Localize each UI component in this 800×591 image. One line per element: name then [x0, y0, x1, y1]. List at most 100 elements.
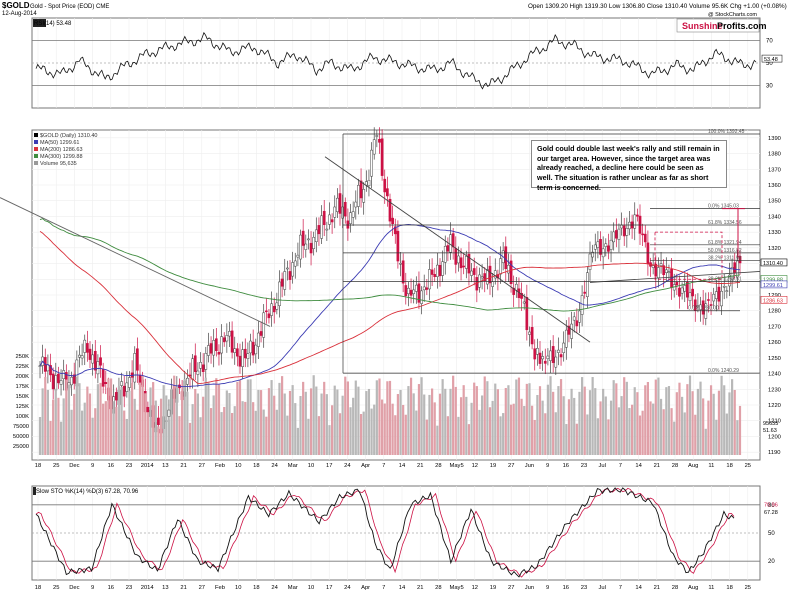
volume-bar: [304, 391, 307, 455]
volume-bar: [249, 379, 252, 455]
volume-bar: [183, 379, 186, 455]
candle-body: [701, 300, 705, 315]
price-tick: 1220: [768, 403, 781, 409]
fib-label: 50.0% 1316.82: [708, 248, 742, 254]
x-tick-label: 17: [326, 585, 332, 591]
price-tick: 1210: [768, 419, 781, 425]
volume-bar: [462, 385, 465, 455]
price-tick: 1240: [768, 372, 781, 378]
candle-body: [375, 135, 379, 137]
candle-body: [699, 304, 702, 310]
candle-body: [633, 214, 637, 229]
price-tick: 1340: [768, 214, 781, 220]
volume-bar: [220, 412, 223, 455]
volume-bar: [665, 387, 668, 455]
candle-body: [86, 343, 89, 353]
candle-body: [583, 291, 587, 294]
volume-bar: [404, 414, 407, 455]
x-tick-label: 16: [108, 585, 114, 591]
volume-bar: [573, 397, 576, 455]
volume-bar: [525, 383, 528, 455]
volume-bar: [49, 420, 52, 455]
x-tick-label: 27: [199, 585, 205, 591]
volume-bar: [402, 404, 405, 455]
volume-tick: 100K: [15, 414, 29, 420]
stoch-tick: 50: [768, 531, 775, 537]
x-tick-label: 16: [108, 463, 114, 469]
candle-body: [533, 348, 537, 360]
candle-body: [383, 178, 387, 193]
volume-bar: [188, 422, 192, 455]
right-value-label: 1310.40: [763, 261, 783, 267]
volume-bar: [412, 393, 415, 455]
candle-body: [409, 289, 413, 296]
volume-bar: [317, 416, 321, 455]
volume-bar: [483, 376, 486, 455]
volume-bar: [328, 425, 331, 455]
volume-bar: [470, 402, 473, 455]
volume-bar: [144, 393, 147, 455]
volume-bar: [86, 386, 89, 455]
x-tick-label: 14: [399, 585, 406, 591]
candle-body: [283, 271, 287, 290]
volume-tick: 150K: [15, 394, 29, 400]
volume-bar: [196, 393, 199, 455]
volume-bar: [528, 383, 531, 455]
candle-body: [536, 348, 539, 355]
candle-body: [464, 256, 468, 269]
ma50-line: [39, 223, 741, 388]
volume-bar: [586, 414, 589, 455]
x-tick-label: 9: [546, 585, 549, 591]
volume-bar: [231, 412, 234, 455]
price-tick: 1370: [768, 167, 781, 173]
candle-body: [564, 329, 568, 348]
legend-entry: MA(300) 1299.88: [40, 154, 83, 160]
candle-body: [291, 262, 294, 277]
candle-body: [391, 217, 394, 224]
volume-bar: [170, 388, 173, 455]
x-tick-label: Jun: [525, 585, 534, 591]
x-tick-label: 18: [726, 585, 732, 591]
volume-bar: [349, 407, 352, 455]
candle-body: [225, 335, 229, 342]
candle-body: [667, 271, 671, 273]
candle-body: [433, 274, 437, 277]
volume-bar: [559, 379, 563, 455]
volume-bar: [133, 398, 136, 455]
price-tick: 1390: [768, 136, 781, 142]
candle-body: [522, 301, 526, 304]
volume-bar: [138, 382, 142, 455]
volume-bar: [149, 387, 152, 455]
volume-bar: [738, 405, 742, 455]
volume-bar: [552, 391, 555, 455]
volume-bar: [488, 407, 492, 455]
price-tick: 1320: [768, 246, 781, 252]
candle-body: [507, 264, 510, 274]
ohlc-readout: Open 1309.20 High 1319.30 Low 1306.80 Cl…: [528, 3, 787, 10]
volume-bar: [59, 421, 63, 455]
price-tick: 1350: [768, 199, 781, 205]
chart-date: 12-Aug-2014: [2, 11, 37, 17]
candle-body: [407, 287, 410, 294]
x-tick-label: 14: [635, 463, 642, 469]
volume-bar: [120, 386, 123, 455]
candle-body: [443, 245, 447, 263]
x-tick-label: 27: [508, 463, 514, 469]
candle-body: [441, 261, 444, 276]
volume-bar: [657, 377, 660, 455]
volume-bar: [281, 376, 284, 455]
volume-bar: [638, 415, 642, 455]
rsi-tick: 50: [766, 61, 773, 67]
volume-bar: [309, 388, 313, 455]
volume-bar: [691, 391, 694, 455]
x-tick-label: Aug: [688, 463, 698, 469]
candle-body: [262, 312, 266, 338]
candle-body: [559, 354, 563, 358]
candle-body: [412, 289, 416, 294]
candle-body: [199, 362, 202, 369]
legend-swatch: [34, 154, 38, 158]
candle-body: [217, 351, 221, 355]
candle-body: [643, 233, 647, 243]
candle-body: [733, 262, 737, 273]
candle-body: [51, 373, 55, 390]
